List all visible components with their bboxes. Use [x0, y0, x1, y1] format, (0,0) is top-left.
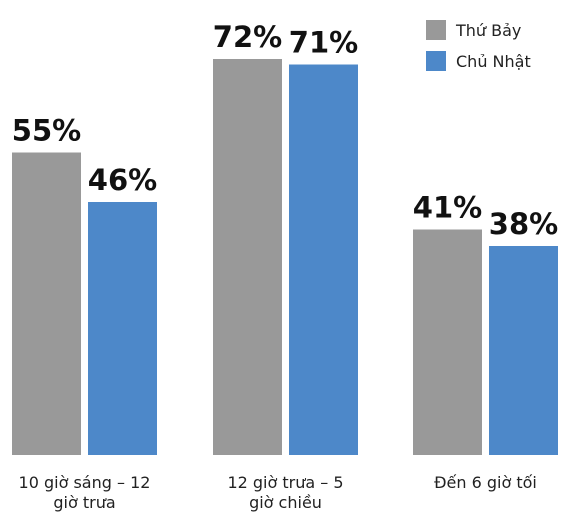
category-label-0: 10 giờ sáng – 12 giờ trưa	[19, 473, 151, 512]
bars-group	[12, 59, 558, 455]
category-label-1: 12 giờ trưa – 5 giờ chiều	[227, 473, 343, 512]
data-label-sunday-2: 38%	[489, 207, 558, 241]
bar-sunday-2	[489, 246, 558, 455]
bar-saturday-0	[12, 152, 81, 455]
category-label-line: giờ chiều	[249, 493, 322, 512]
data-label-sunday-1: 71%	[289, 26, 358, 60]
category-label-line: 12 giờ trưa – 5	[227, 473, 343, 492]
data-label-saturday-1: 72%	[213, 20, 282, 54]
bar-sunday-0	[88, 202, 157, 455]
category-label-line: giờ trưa	[53, 493, 115, 512]
legend-label-sunday: Chủ Nhật	[456, 52, 531, 71]
bar-saturday-1	[213, 59, 282, 455]
bar-sunday-1	[289, 64, 358, 455]
data-label-sunday-0: 46%	[88, 163, 157, 197]
category-label-2: Đến 6 giờ tối	[434, 473, 537, 492]
category-label-line: 10 giờ sáng – 12	[19, 473, 151, 492]
legend-swatch-sunday	[426, 51, 446, 71]
bar-saturday-2	[413, 229, 482, 455]
value-labels-group: 55%46% 72% 71% 41% 38%	[12, 20, 558, 241]
data-label-saturday-0: 55%	[12, 114, 81, 148]
data-label-saturday-2: 41%	[413, 191, 482, 225]
legend-label-saturday: Thứ Bảy	[455, 21, 521, 40]
category-label-line: Đến 6 giờ tối	[434, 473, 537, 492]
legend-swatch-saturday	[426, 20, 446, 40]
legend: Thứ Bảy Chủ Nhật	[426, 20, 531, 71]
